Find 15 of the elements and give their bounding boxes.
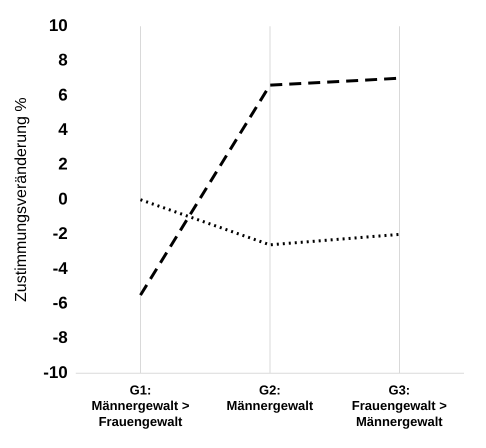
y-tick-label: -4 — [52, 258, 68, 278]
y-tick-label: 0 — [58, 189, 68, 208]
y-axis-title: Zustimmungsveränderung % — [13, 97, 30, 302]
y-tick-label: -10 — [43, 362, 68, 382]
y-tick-label: 6 — [58, 85, 68, 104]
y-tick-label: 10 — [48, 16, 68, 35]
y-tick-label: 8 — [58, 50, 68, 70]
x-tick-label: G1: Männergewalt > Frauengewalt — [92, 382, 190, 429]
y-tick-label: 4 — [58, 120, 68, 139]
y-tick-label: -2 — [52, 224, 68, 244]
x-tick-label: G2: Männergewalt — [226, 382, 314, 414]
y-tick-label: -8 — [52, 328, 68, 348]
y-tick-label: -6 — [52, 293, 68, 312]
x-tick-label: G3: Frauengewalt > Männergewalt — [352, 382, 448, 429]
y-tick-label: 2 — [58, 154, 68, 174]
